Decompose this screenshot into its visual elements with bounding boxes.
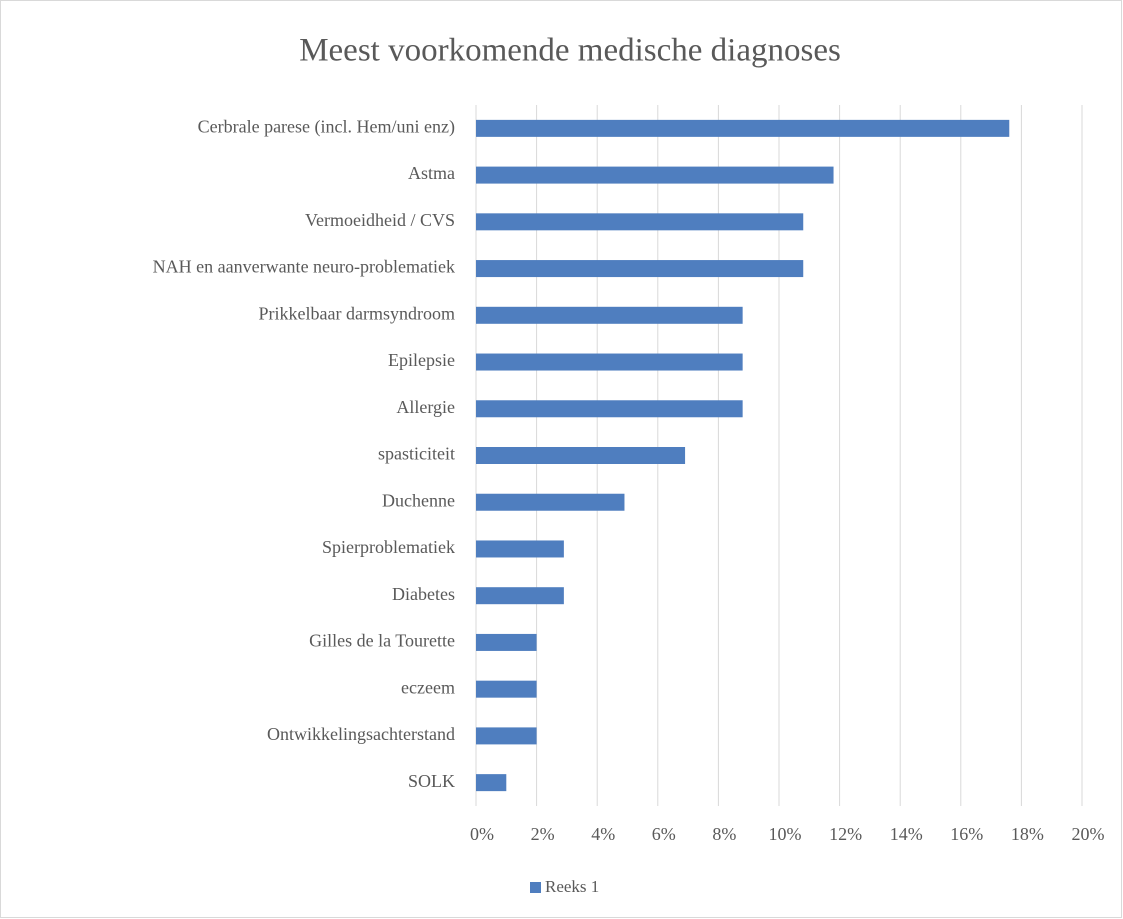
legend-label: Reeks 1 — [545, 877, 599, 896]
bar — [476, 353, 743, 371]
bar — [476, 680, 537, 698]
y-tick-label: Allergie — [396, 397, 455, 417]
x-tick-label: 0% — [470, 824, 494, 844]
x-tick-label: 8% — [712, 824, 736, 844]
bar — [476, 119, 1010, 137]
x-tick-label: 4% — [591, 824, 615, 844]
x-tick-label: 20% — [1072, 824, 1105, 844]
y-tick-label: SOLK — [408, 771, 455, 791]
x-tick-label: 14% — [890, 824, 923, 844]
x-tick-label: 2% — [531, 824, 555, 844]
legend-swatch — [530, 882, 541, 893]
y-tick-label: Cerbrale parese (incl. Hem/uni enz) — [198, 116, 455, 137]
y-tick-label: Ontwikkelingsachterstand — [267, 724, 455, 744]
bar — [476, 540, 564, 558]
y-tick-label: Diabetes — [392, 584, 455, 604]
bar — [476, 306, 743, 324]
bar — [476, 213, 804, 231]
y-tick-label: Gilles de la Tourette — [309, 631, 455, 651]
y-tick-label: Duchenne — [382, 490, 455, 510]
x-tick-label: 12% — [829, 824, 862, 844]
y-tick-label: Spierproblematiek — [322, 537, 455, 557]
bar — [476, 633, 537, 651]
x-tick-label: 16% — [950, 824, 983, 844]
x-tick-label: 10% — [769, 824, 802, 844]
y-tick-label: Epilepsie — [388, 350, 455, 370]
chart-title: Meest voorkomende medische diagnoses — [299, 33, 841, 69]
bar — [476, 587, 564, 605]
bar — [476, 774, 507, 792]
bar — [476, 727, 537, 745]
x-tick-label: 18% — [1011, 824, 1044, 844]
bar — [476, 260, 804, 278]
y-tick-label: spasticiteit — [378, 444, 455, 464]
x-tick-label: 6% — [652, 824, 676, 844]
y-tick-label: Prikkelbaar darmsyndroom — [259, 303, 455, 323]
y-tick-label: Astma — [408, 163, 455, 183]
bar — [476, 166, 834, 184]
y-tick-label: Vermoeidheid / CVS — [305, 210, 455, 230]
y-tick-label: NAH en aanverwante neuro-problematiek — [153, 257, 455, 277]
y-tick-label: eczeem — [401, 677, 455, 697]
bar — [476, 447, 686, 464]
bar — [476, 400, 743, 418]
bar — [476, 493, 625, 511]
